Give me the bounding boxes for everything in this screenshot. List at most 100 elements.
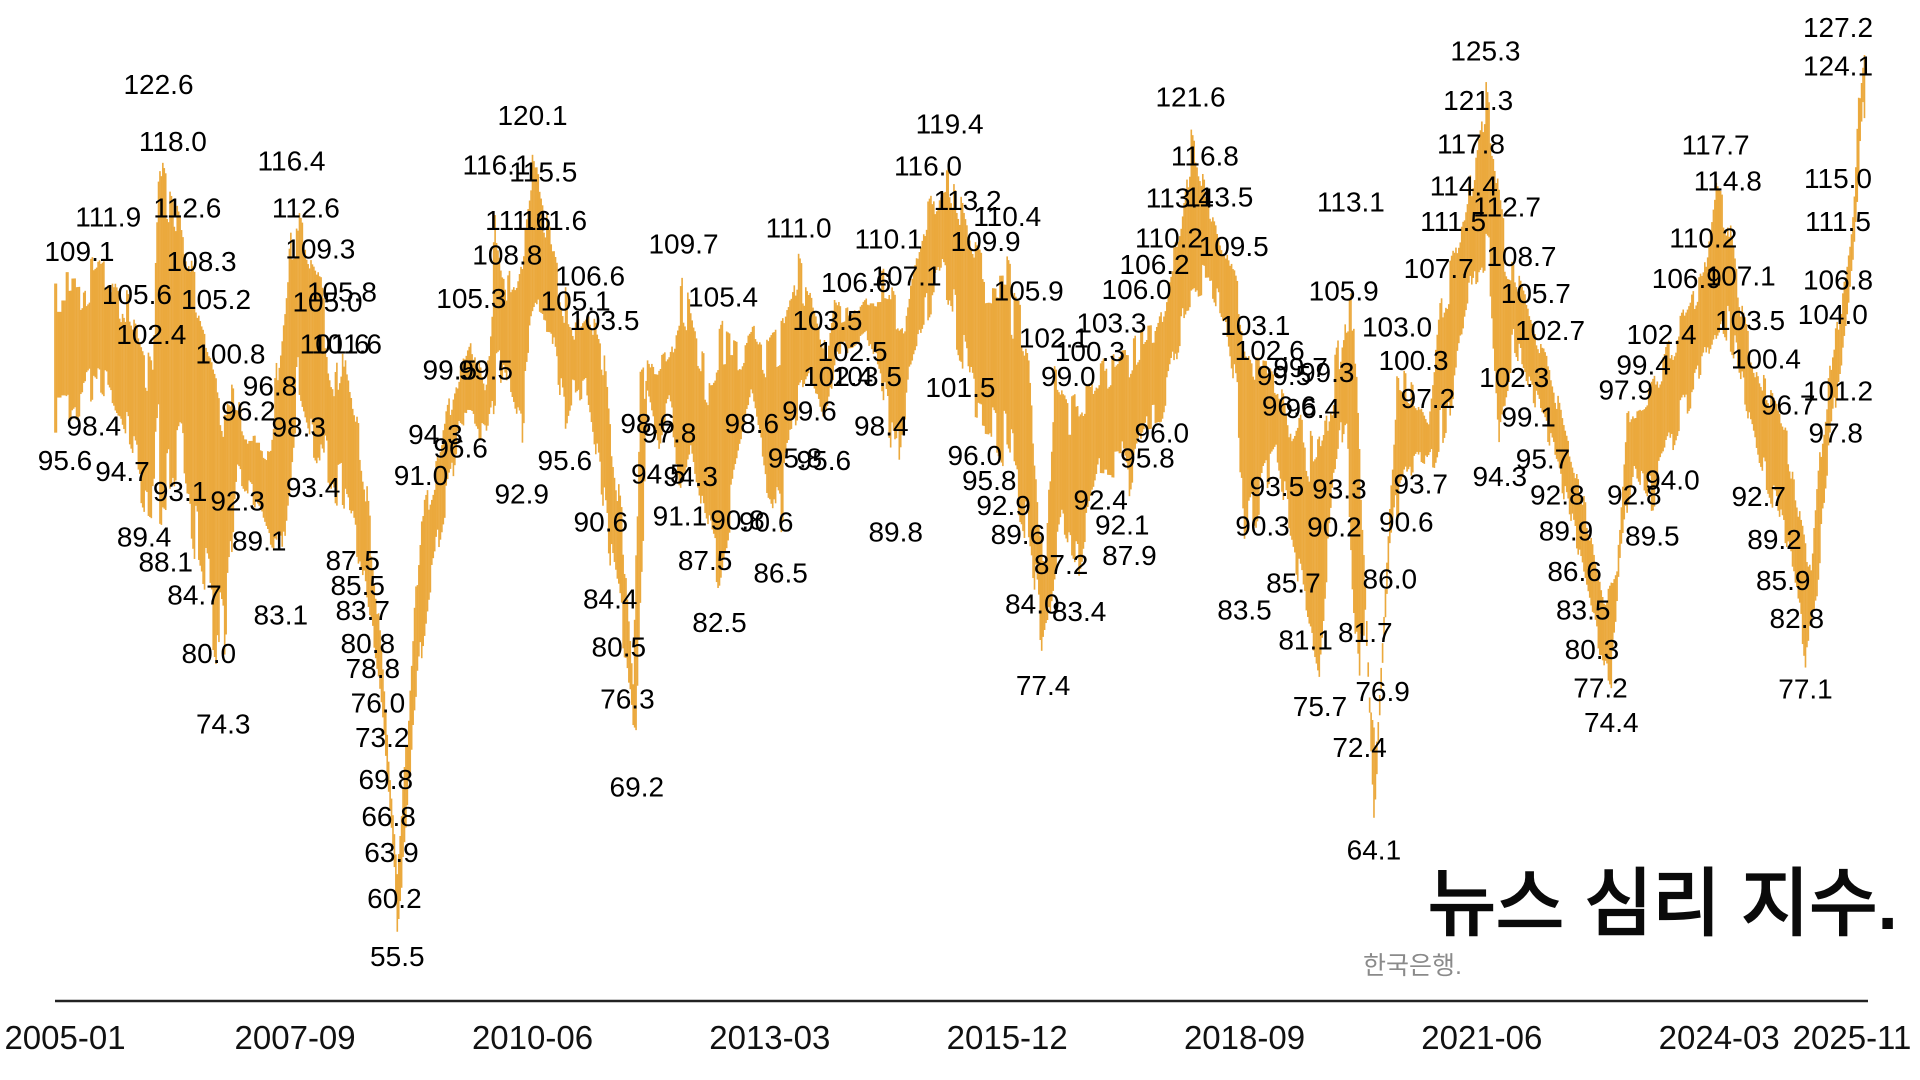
value-label: 109.3 bbox=[285, 233, 355, 264]
value-label: 108.3 bbox=[167, 246, 237, 277]
series-bar bbox=[580, 326, 583, 400]
series-bar bbox=[1348, 300, 1351, 518]
series-bar bbox=[543, 232, 545, 320]
value-label: 87.9 bbox=[1102, 540, 1157, 571]
series-bar bbox=[582, 323, 584, 381]
chart-title: 뉴스 심리 지수. bbox=[1428, 862, 1898, 945]
series-bar bbox=[488, 356, 491, 414]
series-bar bbox=[1292, 438, 1295, 547]
series-bar bbox=[116, 287, 118, 413]
value-label: 80.5 bbox=[592, 632, 647, 663]
series-bar bbox=[1624, 442, 1627, 506]
series-bar bbox=[157, 181, 160, 405]
series-bar bbox=[435, 461, 437, 537]
series-bar bbox=[1829, 365, 1831, 433]
series-bar bbox=[1416, 410, 1418, 452]
series-bar bbox=[727, 332, 729, 541]
series-bar bbox=[1525, 304, 1528, 382]
series-bar bbox=[61, 300, 63, 396]
series-bar bbox=[1098, 385, 1101, 459]
series-bar bbox=[843, 321, 846, 342]
series-bar bbox=[1695, 305, 1697, 370]
series-bar bbox=[68, 290, 71, 423]
series-bar bbox=[1187, 187, 1190, 311]
series-bar bbox=[1258, 357, 1260, 515]
series-bar bbox=[272, 428, 275, 551]
series-bar bbox=[1785, 430, 1788, 548]
series-bar bbox=[520, 266, 522, 414]
value-label: 98.3 bbox=[271, 412, 326, 443]
value-label: 96.8 bbox=[243, 371, 298, 402]
value-label: 104.0 bbox=[1798, 299, 1868, 330]
series-bar bbox=[471, 354, 473, 412]
series-bar bbox=[105, 286, 108, 372]
series-bar bbox=[80, 309, 82, 395]
series-bar bbox=[1056, 389, 1059, 532]
series-bar bbox=[1178, 236, 1181, 347]
series-bar bbox=[1545, 355, 1548, 421]
series-bar bbox=[409, 690, 412, 775]
series-bar bbox=[1509, 280, 1512, 373]
series-bar bbox=[324, 348, 327, 436]
series-bar bbox=[71, 278, 74, 411]
value-label: 111.6 bbox=[485, 205, 551, 236]
series-bar bbox=[479, 367, 482, 440]
series-bar bbox=[1127, 355, 1129, 470]
series-bar bbox=[298, 213, 301, 395]
series-bar bbox=[1538, 353, 1541, 399]
series-bar bbox=[1111, 355, 1113, 478]
series-bar bbox=[1407, 403, 1410, 470]
value-label: 100.8 bbox=[195, 339, 265, 370]
series-bar bbox=[82, 292, 85, 383]
series-bar bbox=[1731, 235, 1733, 356]
series-bar bbox=[1856, 128, 1859, 202]
value-label: 108.8 bbox=[472, 240, 542, 271]
series-bar bbox=[222, 436, 225, 606]
series-bar bbox=[1476, 150, 1479, 283]
value-label: 93.5 bbox=[1250, 471, 1305, 502]
series-bar bbox=[242, 435, 245, 489]
series-bar bbox=[816, 323, 819, 395]
series-bar bbox=[1424, 419, 1427, 456]
series-bar bbox=[1571, 467, 1574, 514]
series-bar bbox=[1068, 434, 1070, 533]
series-bar bbox=[94, 268, 97, 378]
series-bar bbox=[511, 289, 514, 397]
series-bar bbox=[820, 344, 823, 412]
series-bar bbox=[1472, 188, 1475, 278]
series-bar bbox=[1387, 536, 1390, 571]
series-bar bbox=[1762, 374, 1765, 458]
series-bar bbox=[671, 346, 673, 408]
series-bar bbox=[1830, 369, 1833, 422]
series-bar bbox=[396, 874, 399, 932]
series-bar bbox=[1798, 511, 1801, 603]
series-bar bbox=[1130, 373, 1132, 490]
series-bar bbox=[1729, 225, 1732, 352]
series-bar bbox=[379, 630, 381, 689]
series-bar bbox=[569, 327, 571, 411]
series-bar bbox=[287, 282, 289, 506]
series-bar bbox=[1794, 500, 1797, 583]
value-label: 98.4 bbox=[854, 410, 909, 441]
series-bar bbox=[410, 665, 413, 750]
series-bar bbox=[1554, 402, 1557, 455]
value-label: 83.7 bbox=[335, 595, 390, 626]
series-bar bbox=[757, 344, 760, 426]
series-bar bbox=[357, 423, 360, 564]
series-bar bbox=[1319, 446, 1322, 655]
series-bar bbox=[533, 161, 535, 308]
series-bar bbox=[938, 200, 941, 271]
series-bar bbox=[159, 171, 161, 524]
series-bar bbox=[636, 516, 639, 686]
series-bar bbox=[1163, 316, 1165, 413]
series-bar bbox=[1668, 340, 1670, 433]
series-bar bbox=[464, 359, 466, 413]
series-bar bbox=[583, 321, 586, 380]
value-label: 96.0 bbox=[1135, 417, 1190, 448]
value-label: 112.6 bbox=[153, 193, 221, 224]
series-bar bbox=[764, 377, 767, 475]
series-bar bbox=[662, 353, 665, 430]
series-bar bbox=[455, 387, 458, 455]
series-bar bbox=[976, 245, 978, 418]
series-bar bbox=[1082, 415, 1085, 549]
